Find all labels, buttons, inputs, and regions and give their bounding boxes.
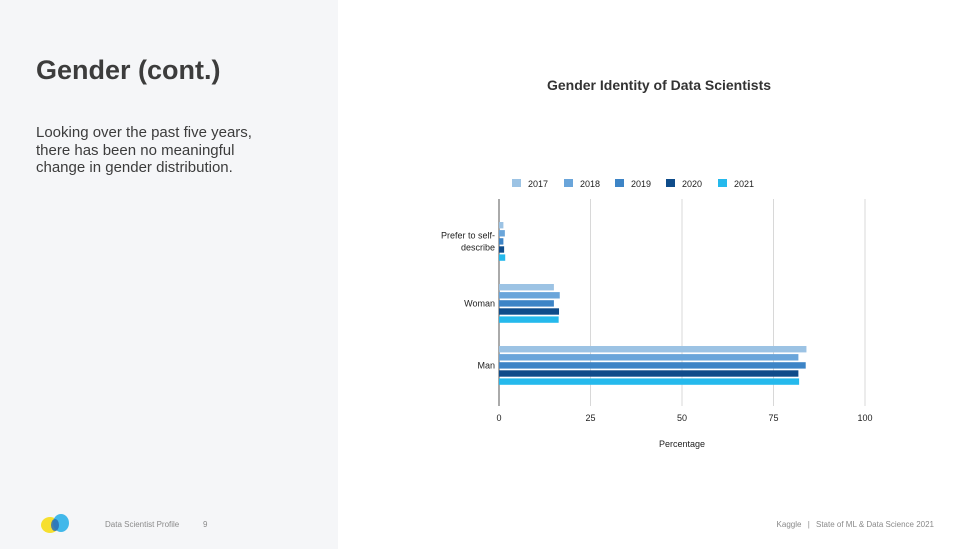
bar-2020-1	[499, 308, 560, 315]
chart-y-axis: Prefer to self-describe Woman Man	[441, 230, 495, 370]
bar-2020-2	[499, 370, 799, 377]
summary-text: Looking over the past five years, there …	[36, 124, 252, 176]
chart-bars	[499, 222, 807, 385]
bar-2019-2	[499, 362, 806, 369]
chart-x-axis: 0 25 50 75 100	[496, 413, 872, 423]
bar-2020-0	[499, 246, 505, 253]
y-tick-line: Prefer to self-	[441, 230, 495, 240]
footer-brand: Kaggle	[776, 520, 802, 529]
left-panel: Gender (cont.) Looking over the past fiv…	[0, 0, 338, 549]
x-tick-label-0: 0	[496, 413, 501, 423]
legend-swatch-2020	[666, 179, 675, 187]
legend-label-2018: 2018	[580, 179, 600, 189]
legend-label-2019: 2019	[631, 179, 651, 189]
y-tick-label-2: Man	[477, 360, 495, 370]
bar-2018-0	[499, 230, 505, 237]
kaggle-logo-icon	[41, 514, 69, 533]
legend-label-2020: 2020	[682, 179, 702, 189]
bar-2017-1	[499, 284, 554, 291]
y-tick-line: Woman	[464, 298, 495, 308]
y-tick-label-0: Prefer to self-describe	[441, 230, 495, 252]
bar-2017-2	[499, 346, 807, 353]
x-tick-label-100: 100	[857, 413, 872, 423]
bar-2019-0	[499, 238, 504, 245]
bar-2021-0	[499, 254, 506, 261]
bar-2018-2	[499, 354, 799, 361]
legend-swatch-2018	[564, 179, 573, 187]
y-tick-label-1: Woman	[464, 298, 495, 308]
bar-2021-2	[499, 378, 800, 385]
gender-identity-chart: Gender Identity of Data Scientists 2017 2…	[441, 77, 873, 449]
legend-swatch-2019	[615, 179, 624, 187]
bar-2021-1	[499, 316, 559, 323]
bar-2018-1	[499, 292, 560, 299]
x-tick-label-50: 50	[677, 413, 687, 423]
bar-2019-1	[499, 300, 554, 307]
x-tick-label-25: 25	[585, 413, 595, 423]
x-axis-label: Percentage	[659, 439, 705, 449]
footer-section-label: Data Scientist Profile	[105, 520, 180, 529]
page-title: Gender (cont.)	[36, 55, 221, 85]
footer-report-title: State of ML & Data Science 2021	[816, 520, 934, 529]
x-tick-label-75: 75	[768, 413, 778, 423]
legend-label-2017: 2017	[528, 179, 548, 189]
legend-label-2021: 2021	[734, 179, 754, 189]
footer-report-label: Kaggle | State of ML & Data Science 2021	[777, 520, 934, 529]
bar-2017-0	[499, 222, 504, 229]
footer-separator: |	[807, 520, 810, 529]
chart-legend: 2017 2018 2019 2020 2021	[512, 179, 754, 189]
legend-swatch-2017	[512, 179, 521, 187]
legend-swatch-2021	[718, 179, 727, 187]
chart-title: Gender Identity of Data Scientists	[547, 77, 771, 93]
y-tick-line: Man	[477, 360, 495, 370]
footer-page-number: 9	[203, 520, 208, 529]
y-tick-line: describe	[461, 242, 495, 252]
